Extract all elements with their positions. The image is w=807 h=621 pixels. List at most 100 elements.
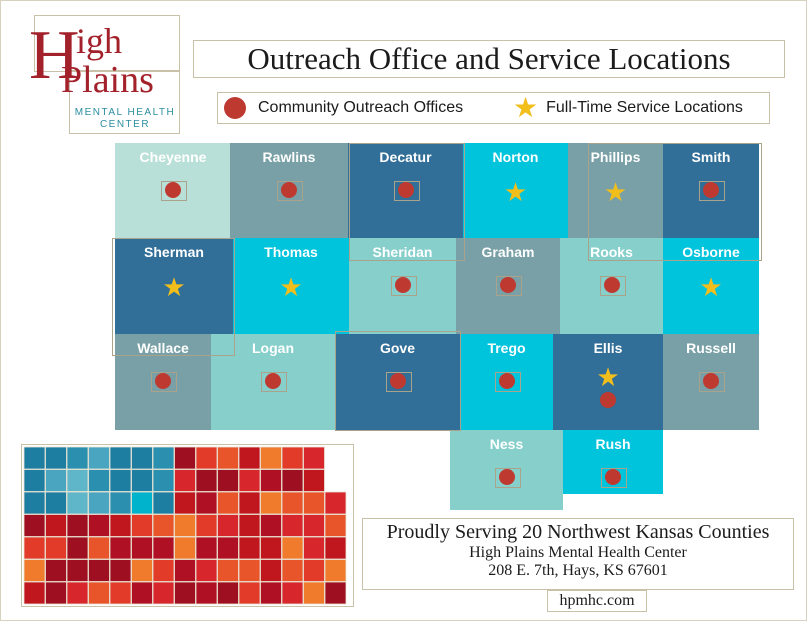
kansas-county-tile xyxy=(303,491,325,515)
county-label: Decatur xyxy=(379,149,432,165)
kansas-county-tile xyxy=(260,469,282,492)
office-dot-icon xyxy=(394,277,411,293)
office-marker-frame xyxy=(699,372,725,392)
kansas-county-tile xyxy=(260,446,282,470)
kansas-county-tile xyxy=(238,559,261,582)
kansas-county-tile xyxy=(174,536,196,560)
kansas-county-tile xyxy=(324,581,347,605)
kansas-county-tile xyxy=(45,581,67,605)
kansas-county-tile xyxy=(195,581,218,605)
service-star-icon: ★ xyxy=(513,92,539,123)
office-dot-icon xyxy=(703,373,719,389)
county-label: Russell xyxy=(686,340,736,356)
office-marker-frame xyxy=(494,372,521,392)
kansas-county-tile xyxy=(217,581,239,605)
county-gove: Gove xyxy=(335,334,460,430)
kansas-county-tile xyxy=(45,514,67,537)
legend-services-label: Full-Time Service Locations xyxy=(546,99,743,116)
service-star-icon: ★ xyxy=(279,272,303,302)
office-dot-icon xyxy=(603,277,620,293)
office-dot-icon xyxy=(155,373,171,389)
county-ellis: Ellis ★ xyxy=(553,334,663,430)
kansas-county-tile xyxy=(23,559,46,582)
region-outline xyxy=(335,331,461,431)
kansas-county-tile xyxy=(131,446,153,470)
kansas-county-tile xyxy=(174,446,196,470)
county-sheridan: Sheridan xyxy=(349,238,456,334)
kansas-county-tile xyxy=(324,514,347,537)
kansas-county-tile xyxy=(303,536,325,560)
kansas-state-map xyxy=(21,444,354,607)
kansas-county-tile xyxy=(109,446,132,470)
kansas-county-tile xyxy=(131,491,153,515)
office-marker-frame xyxy=(261,372,287,392)
kansas-county-tile xyxy=(45,536,67,560)
office-dot-icon xyxy=(498,469,515,485)
office-dot-icon xyxy=(605,469,621,485)
kansas-county-tile xyxy=(217,514,239,537)
county-label: Cheyenne xyxy=(139,149,207,165)
page-title: Outreach Office and Service Locations xyxy=(193,40,785,78)
kansas-county-tile xyxy=(174,491,196,515)
service-star-icon: ★ xyxy=(503,177,528,207)
kansas-county-tile xyxy=(260,514,282,537)
county-sherman: Sherman ★ xyxy=(115,238,233,334)
county-wallace: Wallace xyxy=(115,334,211,430)
kansas-county-tile xyxy=(152,491,175,515)
website-link[interactable]: hpmhc.com xyxy=(547,590,647,612)
kansas-county-tile xyxy=(23,581,46,605)
kansas-county-tile xyxy=(23,469,46,492)
kansas-county-tile xyxy=(152,514,175,537)
kansas-county-tile xyxy=(152,469,175,492)
county-label: Gove xyxy=(379,340,415,356)
kansas-county-tile xyxy=(238,491,261,515)
county-label: Trego xyxy=(487,340,526,356)
kansas-county-tile xyxy=(260,581,282,605)
county-cheyenne: Cheyenne xyxy=(115,143,231,238)
service-star-icon: ★ xyxy=(699,272,723,302)
kansas-map-graphic xyxy=(23,446,347,605)
kansas-county-tile xyxy=(66,514,89,537)
kansas-county-tile xyxy=(88,491,110,515)
office-marker-frame xyxy=(161,181,187,201)
kansas-county-tile xyxy=(88,559,110,582)
kansas-county-tile xyxy=(260,536,282,560)
kansas-county-tile xyxy=(131,559,153,582)
county-phillips: Phillips ★ xyxy=(568,143,663,238)
kansas-county-tile xyxy=(238,581,261,605)
kansas-county-tile xyxy=(281,446,304,470)
kansas-county-tile xyxy=(217,446,239,470)
kansas-county-tile xyxy=(195,446,218,470)
county-logan: Logan xyxy=(211,334,335,430)
kansas-county-tile xyxy=(238,469,261,492)
county-smith: Smith xyxy=(663,143,759,238)
legend-offices: Community Outreach Offices xyxy=(224,93,463,123)
kansas-county-tile xyxy=(260,491,282,515)
office-marker-frame xyxy=(393,181,420,201)
county-label: Thomas xyxy=(264,244,318,260)
kansas-county-tile xyxy=(174,559,196,582)
kansas-county-tile xyxy=(152,581,175,605)
office-dot-icon xyxy=(165,182,181,198)
office-dot-icon xyxy=(500,277,516,293)
kansas-county-tile xyxy=(45,491,67,515)
kansas-county-tile xyxy=(88,469,110,492)
kansas-county-tile xyxy=(195,536,218,560)
county-thomas: Thomas ★ xyxy=(233,238,349,334)
logo-letter-h: H xyxy=(29,17,80,94)
kansas-county-tile xyxy=(174,581,196,605)
logo-subtitle-1: MENTAL HEALTH xyxy=(74,107,176,118)
kansas-county-tile xyxy=(303,581,325,605)
kansas-county-tile xyxy=(109,536,132,560)
county-russell: Russell xyxy=(663,334,759,430)
kansas-county-tile xyxy=(131,581,153,605)
office-dot-icon xyxy=(389,373,406,389)
logo-text-plains: Plains xyxy=(61,59,154,101)
county-label: Graham xyxy=(481,244,535,260)
organization-address: 208 E. 7th, Hays, KS 67601 xyxy=(488,562,668,579)
kansas-county-tile xyxy=(131,536,153,560)
county-label: Osborne xyxy=(682,244,740,260)
kansas-county-tile xyxy=(260,559,282,582)
kansas-county-tile xyxy=(152,559,175,582)
county-trego: Trego xyxy=(460,334,553,430)
